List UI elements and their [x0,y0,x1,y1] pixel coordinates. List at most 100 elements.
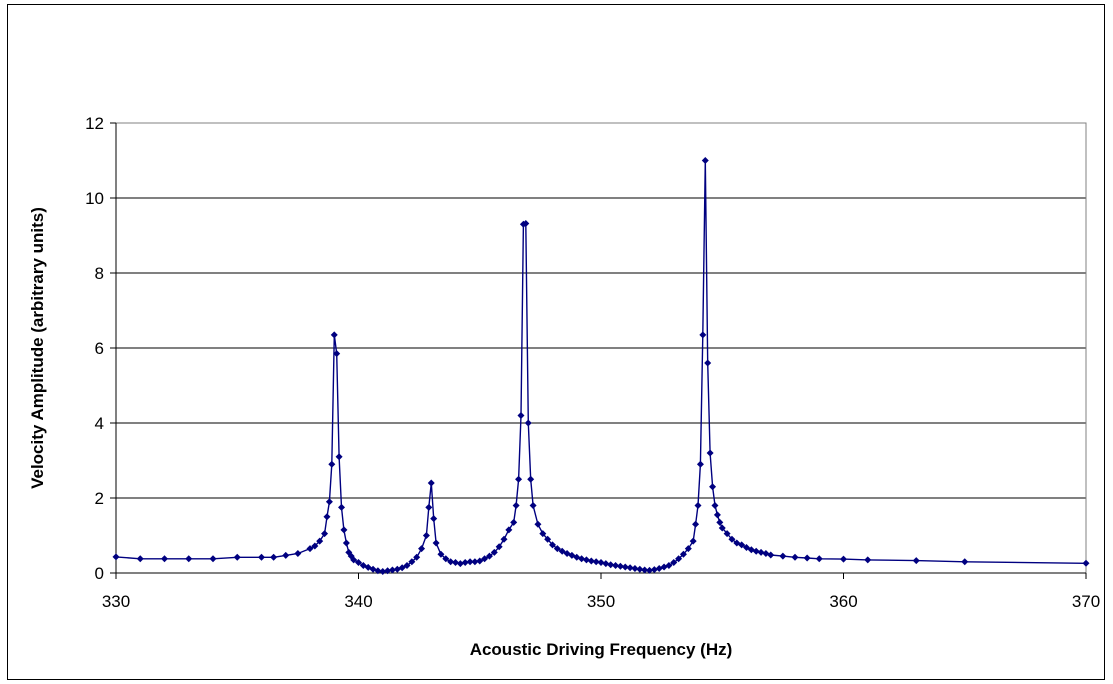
data-point-110 [711,502,719,509]
data-point-100 [684,545,692,553]
chart-frame [7,4,1105,680]
data-point-54 [481,555,489,563]
data-point-31 [379,568,387,575]
data-point-130 [912,557,920,565]
data-point-69 [534,520,542,528]
x-tick-label-4: 370 [1072,592,1100,611]
data-point-39 [418,545,426,553]
data-point-115 [728,535,736,543]
data-point-85 [612,562,620,569]
data-point-81 [592,558,600,566]
data-point-113 [718,524,726,532]
data-point-101 [689,537,697,545]
data-point-98 [675,555,683,563]
data-point-17 [330,331,338,339]
data-point-123 [767,551,775,559]
data-point-40 [422,532,430,539]
x-axis-title: Acoustic Driving Frequency (Hz) [470,640,733,659]
data-point-125 [791,553,799,561]
data-point-78 [578,555,586,563]
data-point-105 [699,331,707,339]
data-point-129 [864,556,872,564]
data-point-114 [723,530,731,538]
data-point-19 [335,453,343,461]
data-point-42 [427,479,435,487]
data-point-80 [587,557,595,565]
data-point-52 [471,558,479,566]
data-point-13 [321,530,329,538]
data-point-132 [1082,559,1090,567]
data-point-6 [258,553,265,561]
gridlines [116,122,1086,499]
data-point-44 [432,539,440,547]
data-point-96 [665,562,673,569]
data-point-10 [306,545,314,553]
data-point-8 [282,551,290,559]
data-point-37 [408,558,416,566]
data-point-15 [325,498,333,506]
y-tick-label-4: 8 [95,264,104,283]
series-line-0 [115,160,1087,573]
data-point-71 [544,535,552,543]
data-point-49 [456,560,464,568]
data-point-12 [316,537,324,545]
x-tick-label-0: 330 [102,592,130,611]
y-tick-label-0: 0 [95,564,104,583]
data-point-67 [527,475,535,483]
data-point-41 [425,503,433,511]
x-tick-label-3: 360 [829,592,857,611]
data-point-111 [713,511,721,519]
series-layer [112,157,1090,575]
data-point-127 [815,555,823,563]
data-point-16 [328,460,336,468]
data-point-112 [716,518,724,526]
data-point-5 [233,553,241,561]
y-tick-label-2: 4 [95,414,104,433]
data-point-124 [779,552,787,560]
y-tick-label-1: 2 [95,489,104,508]
data-point-72 [549,541,556,549]
data-point-99 [679,550,687,558]
data-point-126 [803,554,811,562]
data-point-32 [384,567,392,575]
data-point-36 [403,562,411,569]
data-point-102 [692,520,700,528]
data-point-66 [524,419,532,427]
y-axis-title: Velocity Amplitude (arbitrary units) [28,207,47,489]
data-point-109 [709,483,717,491]
data-point-104 [696,460,704,468]
data-point-43 [430,515,438,523]
data-point-18 [333,350,341,358]
data-point-63 [517,412,525,419]
data-point-84 [607,561,615,569]
data-point-51 [466,558,474,566]
data-point-128 [840,555,847,563]
data-point-14 [323,513,331,521]
data-point-107 [704,359,712,367]
data-point-55 [485,552,493,560]
data-point-73 [553,545,561,553]
data-point-74 [558,547,566,555]
data-point-93 [650,566,658,574]
data-point-48 [452,559,459,566]
data-point-70 [539,530,547,538]
data-point-89 [631,565,639,572]
data-point-46 [442,555,450,563]
data-point-86 [616,562,624,570]
data-point-21 [340,526,348,534]
data-point-58 [500,535,508,543]
data-point-131 [961,558,969,566]
data-point-9 [294,550,302,557]
data-point-53 [476,557,484,565]
data-point-103 [694,502,702,509]
data-point-65 [522,220,530,227]
data-point-62 [515,475,523,483]
data-point-68 [529,502,537,509]
data-point-108 [706,449,714,457]
data-point-56 [490,548,498,556]
data-point-61 [512,502,520,509]
data-point-79 [582,556,590,564]
data-point-120 [752,547,760,555]
data-point-59 [505,526,513,534]
